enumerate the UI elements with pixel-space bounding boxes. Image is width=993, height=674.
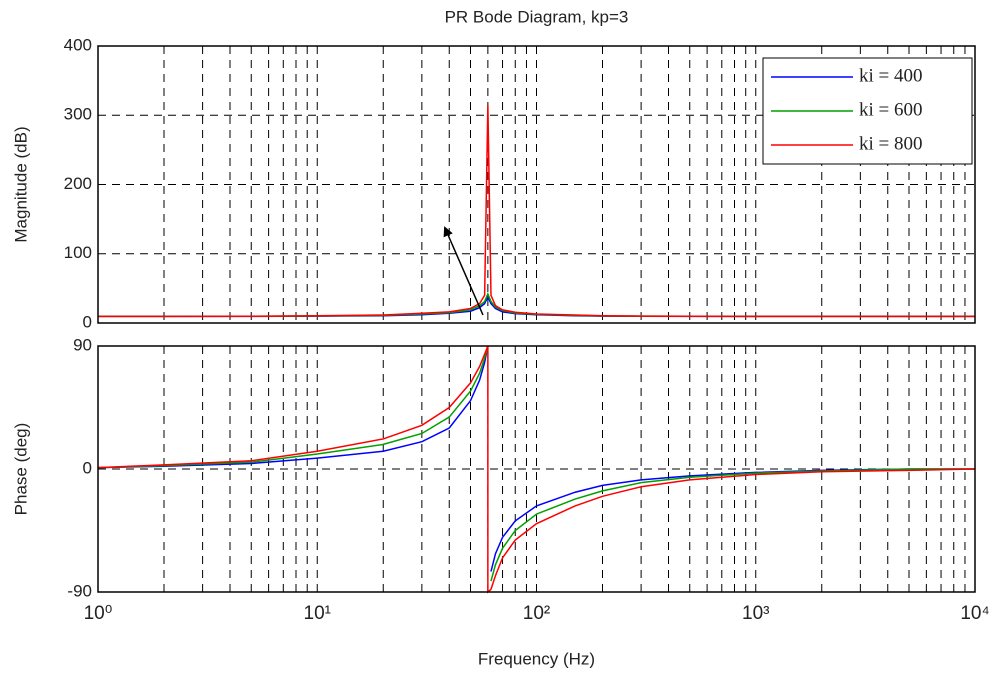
y-axis-label: Magnitude (dB) [11, 126, 30, 242]
legend-label: ki = 800 [859, 133, 923, 154]
chart-title: PR Bode Diagram, kp=3 [445, 7, 629, 26]
plot-frame [97, 345, 976, 593]
y-tick-label: 300 [64, 105, 92, 124]
x-tick-label: 10¹ [304, 603, 331, 624]
x-axis-label: Frequency (Hz) [478, 649, 595, 668]
plot-frame [97, 45, 976, 324]
annotation-arrow [443, 226, 484, 316]
y-tick-label: -90 [67, 581, 92, 600]
x-tick-label: 10³ [742, 603, 769, 624]
x-tick-label: 10⁴ [960, 603, 989, 624]
y-tick-label: 400 [64, 35, 92, 54]
x-tick-label: 10² [523, 603, 550, 624]
y-axis-label: Phase (deg) [11, 423, 30, 516]
y-tick-label: 100 [64, 243, 92, 262]
y-tick-label: 200 [64, 174, 92, 193]
y-tick-label: 0 [83, 312, 92, 331]
legend-label: ki = 400 [859, 65, 923, 86]
x-tick-label: 10⁰ [84, 603, 113, 624]
series-line [98, 104, 975, 318]
legend-label: ki = 600 [859, 99, 923, 120]
y-tick-label: 90 [73, 335, 92, 354]
series-line [97, 345, 976, 594]
y-tick-label: 0 [83, 458, 92, 477]
